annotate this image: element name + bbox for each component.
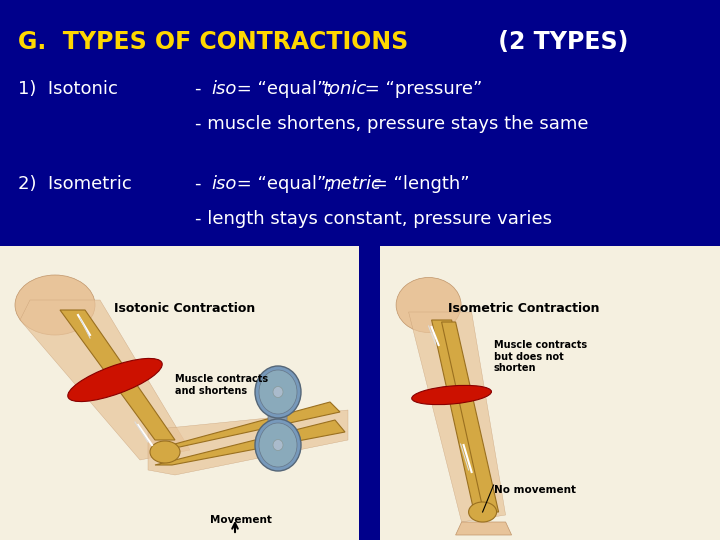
Text: = “equal”;: = “equal”; bbox=[231, 175, 338, 193]
Text: tonic: tonic bbox=[323, 80, 367, 98]
Ellipse shape bbox=[255, 419, 301, 471]
FancyBboxPatch shape bbox=[379, 246, 720, 540]
Ellipse shape bbox=[68, 359, 162, 402]
Polygon shape bbox=[456, 522, 512, 535]
Ellipse shape bbox=[255, 366, 301, 418]
Polygon shape bbox=[160, 402, 340, 448]
Ellipse shape bbox=[259, 423, 297, 467]
Polygon shape bbox=[60, 310, 175, 440]
Ellipse shape bbox=[150, 441, 180, 463]
Text: = “length”: = “length” bbox=[367, 175, 469, 193]
Ellipse shape bbox=[273, 387, 283, 397]
Text: Isometric Contraction: Isometric Contraction bbox=[448, 302, 599, 315]
Text: Movement: Movement bbox=[210, 515, 272, 525]
Ellipse shape bbox=[469, 502, 497, 522]
Ellipse shape bbox=[396, 278, 461, 333]
Polygon shape bbox=[20, 300, 190, 460]
Text: Muscle contracts
and shortens: Muscle contracts and shortens bbox=[175, 374, 268, 396]
Text: -: - bbox=[195, 80, 207, 98]
FancyBboxPatch shape bbox=[0, 246, 359, 540]
Text: Muscle contracts
but does not
shorten: Muscle contracts but does not shorten bbox=[494, 340, 587, 373]
Text: metric: metric bbox=[323, 175, 381, 193]
Ellipse shape bbox=[273, 440, 283, 450]
Text: 1)  Isotonic: 1) Isotonic bbox=[18, 80, 118, 98]
Text: Isotonic Contraction: Isotonic Contraction bbox=[114, 302, 256, 315]
Text: (2 TYPES): (2 TYPES) bbox=[490, 30, 629, 54]
Text: -: - bbox=[195, 175, 207, 193]
Text: - muscle shortens, pressure stays the same: - muscle shortens, pressure stays the sa… bbox=[195, 115, 588, 133]
Ellipse shape bbox=[259, 370, 297, 414]
Polygon shape bbox=[148, 410, 348, 475]
Polygon shape bbox=[431, 320, 492, 510]
Text: = “pressure”: = “pressure” bbox=[359, 80, 482, 98]
Text: G.  TYPES OF CONTRACTIONS: G. TYPES OF CONTRACTIONS bbox=[18, 30, 408, 54]
Polygon shape bbox=[441, 322, 498, 512]
FancyBboxPatch shape bbox=[268, 393, 287, 447]
Text: 2)  Isometric: 2) Isometric bbox=[18, 175, 132, 193]
Ellipse shape bbox=[412, 386, 492, 404]
Polygon shape bbox=[155, 420, 345, 465]
Text: iso: iso bbox=[211, 80, 236, 98]
Polygon shape bbox=[409, 312, 505, 522]
Text: iso: iso bbox=[211, 175, 236, 193]
Text: - length stays constant, pressure varies: - length stays constant, pressure varies bbox=[195, 210, 552, 228]
Text: = “equal”;: = “equal”; bbox=[231, 80, 338, 98]
Ellipse shape bbox=[15, 275, 95, 335]
Text: No movement: No movement bbox=[494, 485, 575, 495]
